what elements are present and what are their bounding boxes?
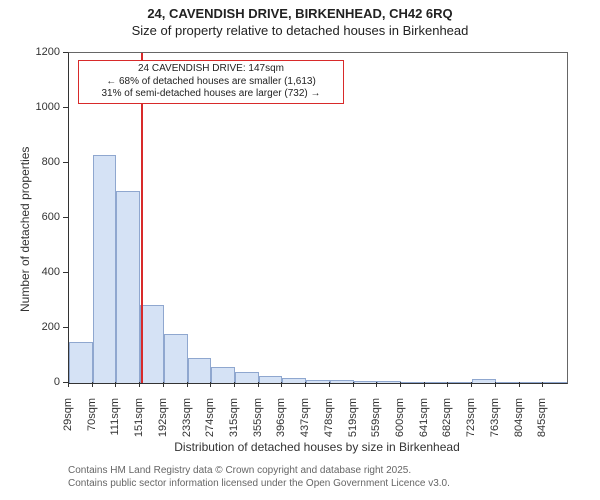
y-tick-label: 1200	[36, 46, 60, 58]
y-tick-mark	[63, 107, 68, 108]
footer-line1: Contains HM Land Registry data © Crown c…	[68, 464, 450, 477]
histogram-bar	[543, 382, 567, 383]
x-tick-label: 70sqm	[86, 398, 98, 448]
x-tick-mark	[376, 382, 377, 387]
x-tick-label: 600sqm	[394, 398, 406, 448]
x-tick-mark	[329, 382, 330, 387]
footer-attribution: Contains HM Land Registry data © Crown c…	[68, 464, 450, 490]
annotation-line1: 24 CAVENDISH DRIVE: 147sqm	[83, 63, 339, 76]
x-tick-mark	[519, 382, 520, 387]
x-tick-label: 723sqm	[465, 398, 477, 448]
annotation-callout: 24 CAVENDISH DRIVE: 147sqm ← 68% of deta…	[78, 60, 344, 104]
chart-subtitle: Size of property relative to detached ho…	[0, 23, 600, 38]
x-tick-label: 274sqm	[204, 398, 216, 448]
histogram-bar	[472, 379, 496, 383]
histogram-bar	[69, 342, 93, 383]
x-tick-mark	[305, 382, 306, 387]
x-tick-mark	[68, 382, 69, 387]
x-tick-label: 763sqm	[489, 398, 501, 448]
x-tick-mark	[258, 382, 259, 387]
y-tick-label: 400	[42, 266, 60, 278]
x-tick-label: 478sqm	[323, 398, 335, 448]
x-tick-label: 437sqm	[299, 398, 311, 448]
x-tick-mark	[542, 382, 543, 387]
histogram-bar	[306, 380, 330, 383]
x-tick-mark	[115, 382, 116, 387]
x-tick-label: 396sqm	[275, 398, 287, 448]
y-tick-mark	[63, 327, 68, 328]
histogram-bar	[116, 191, 140, 384]
chart-title: 24, CAVENDISH DRIVE, BIRKENHEAD, CH42 6R…	[0, 6, 600, 21]
histogram-bar	[496, 382, 520, 383]
histogram-bar	[377, 381, 401, 383]
x-tick-label: 29sqm	[62, 398, 74, 448]
x-tick-mark	[163, 382, 164, 387]
x-tick-mark	[495, 382, 496, 387]
histogram-bar	[354, 381, 378, 383]
histogram-bar	[425, 382, 449, 383]
x-tick-label: 315sqm	[228, 398, 240, 448]
y-tick-mark	[63, 162, 68, 163]
x-tick-label: 519sqm	[347, 398, 359, 448]
y-tick-label: 200	[42, 321, 60, 333]
x-tick-label: 233sqm	[181, 398, 193, 448]
x-tick-mark	[424, 382, 425, 387]
annotation-line2: ← 68% of detached houses are smaller (1,…	[83, 76, 339, 89]
y-tick-mark	[63, 52, 68, 53]
x-tick-mark	[471, 382, 472, 387]
y-tick-label: 0	[54, 376, 60, 388]
y-tick-mark	[63, 272, 68, 273]
x-tick-mark	[353, 382, 354, 387]
x-tick-label: 682sqm	[441, 398, 453, 448]
x-tick-label: 559sqm	[370, 398, 382, 448]
histogram-bar	[93, 155, 117, 383]
annotation-line3: 31% of semi-detached houses are larger (…	[83, 88, 339, 101]
footer-line2: Contains public sector information licen…	[68, 477, 450, 490]
x-tick-label: 804sqm	[513, 398, 525, 448]
histogram-bar	[520, 382, 544, 383]
x-tick-label: 845sqm	[536, 398, 548, 448]
x-tick-label: 641sqm	[418, 398, 430, 448]
x-tick-label: 192sqm	[157, 398, 169, 448]
x-tick-mark	[139, 382, 140, 387]
x-tick-mark	[187, 382, 188, 387]
x-tick-label: 111sqm	[109, 398, 121, 448]
x-tick-mark	[281, 382, 282, 387]
x-tick-mark	[234, 382, 235, 387]
y-tick-label: 1000	[36, 101, 60, 113]
x-tick-label: 355sqm	[252, 398, 264, 448]
histogram-bar	[164, 334, 188, 384]
chart-container: 24, CAVENDISH DRIVE, BIRKENHEAD, CH42 6R…	[0, 6, 600, 500]
y-axis-label: Number of detached properties	[18, 147, 32, 312]
x-tick-mark	[447, 382, 448, 387]
y-tick-mark	[63, 217, 68, 218]
histogram-bar	[140, 305, 164, 383]
histogram-bar	[188, 358, 212, 383]
histogram-bar	[330, 380, 354, 383]
x-tick-mark	[210, 382, 211, 387]
histogram-bar	[448, 382, 472, 383]
x-tick-label: 151sqm	[133, 398, 145, 448]
x-tick-mark	[400, 382, 401, 387]
histogram-bar	[211, 367, 235, 384]
x-tick-mark	[92, 382, 93, 387]
y-tick-label: 600	[42, 211, 60, 223]
histogram-bar	[401, 382, 425, 383]
histogram-bar	[235, 372, 259, 383]
histogram-bar	[259, 376, 283, 383]
histogram-bar	[282, 378, 306, 384]
y-tick-label: 800	[42, 156, 60, 168]
